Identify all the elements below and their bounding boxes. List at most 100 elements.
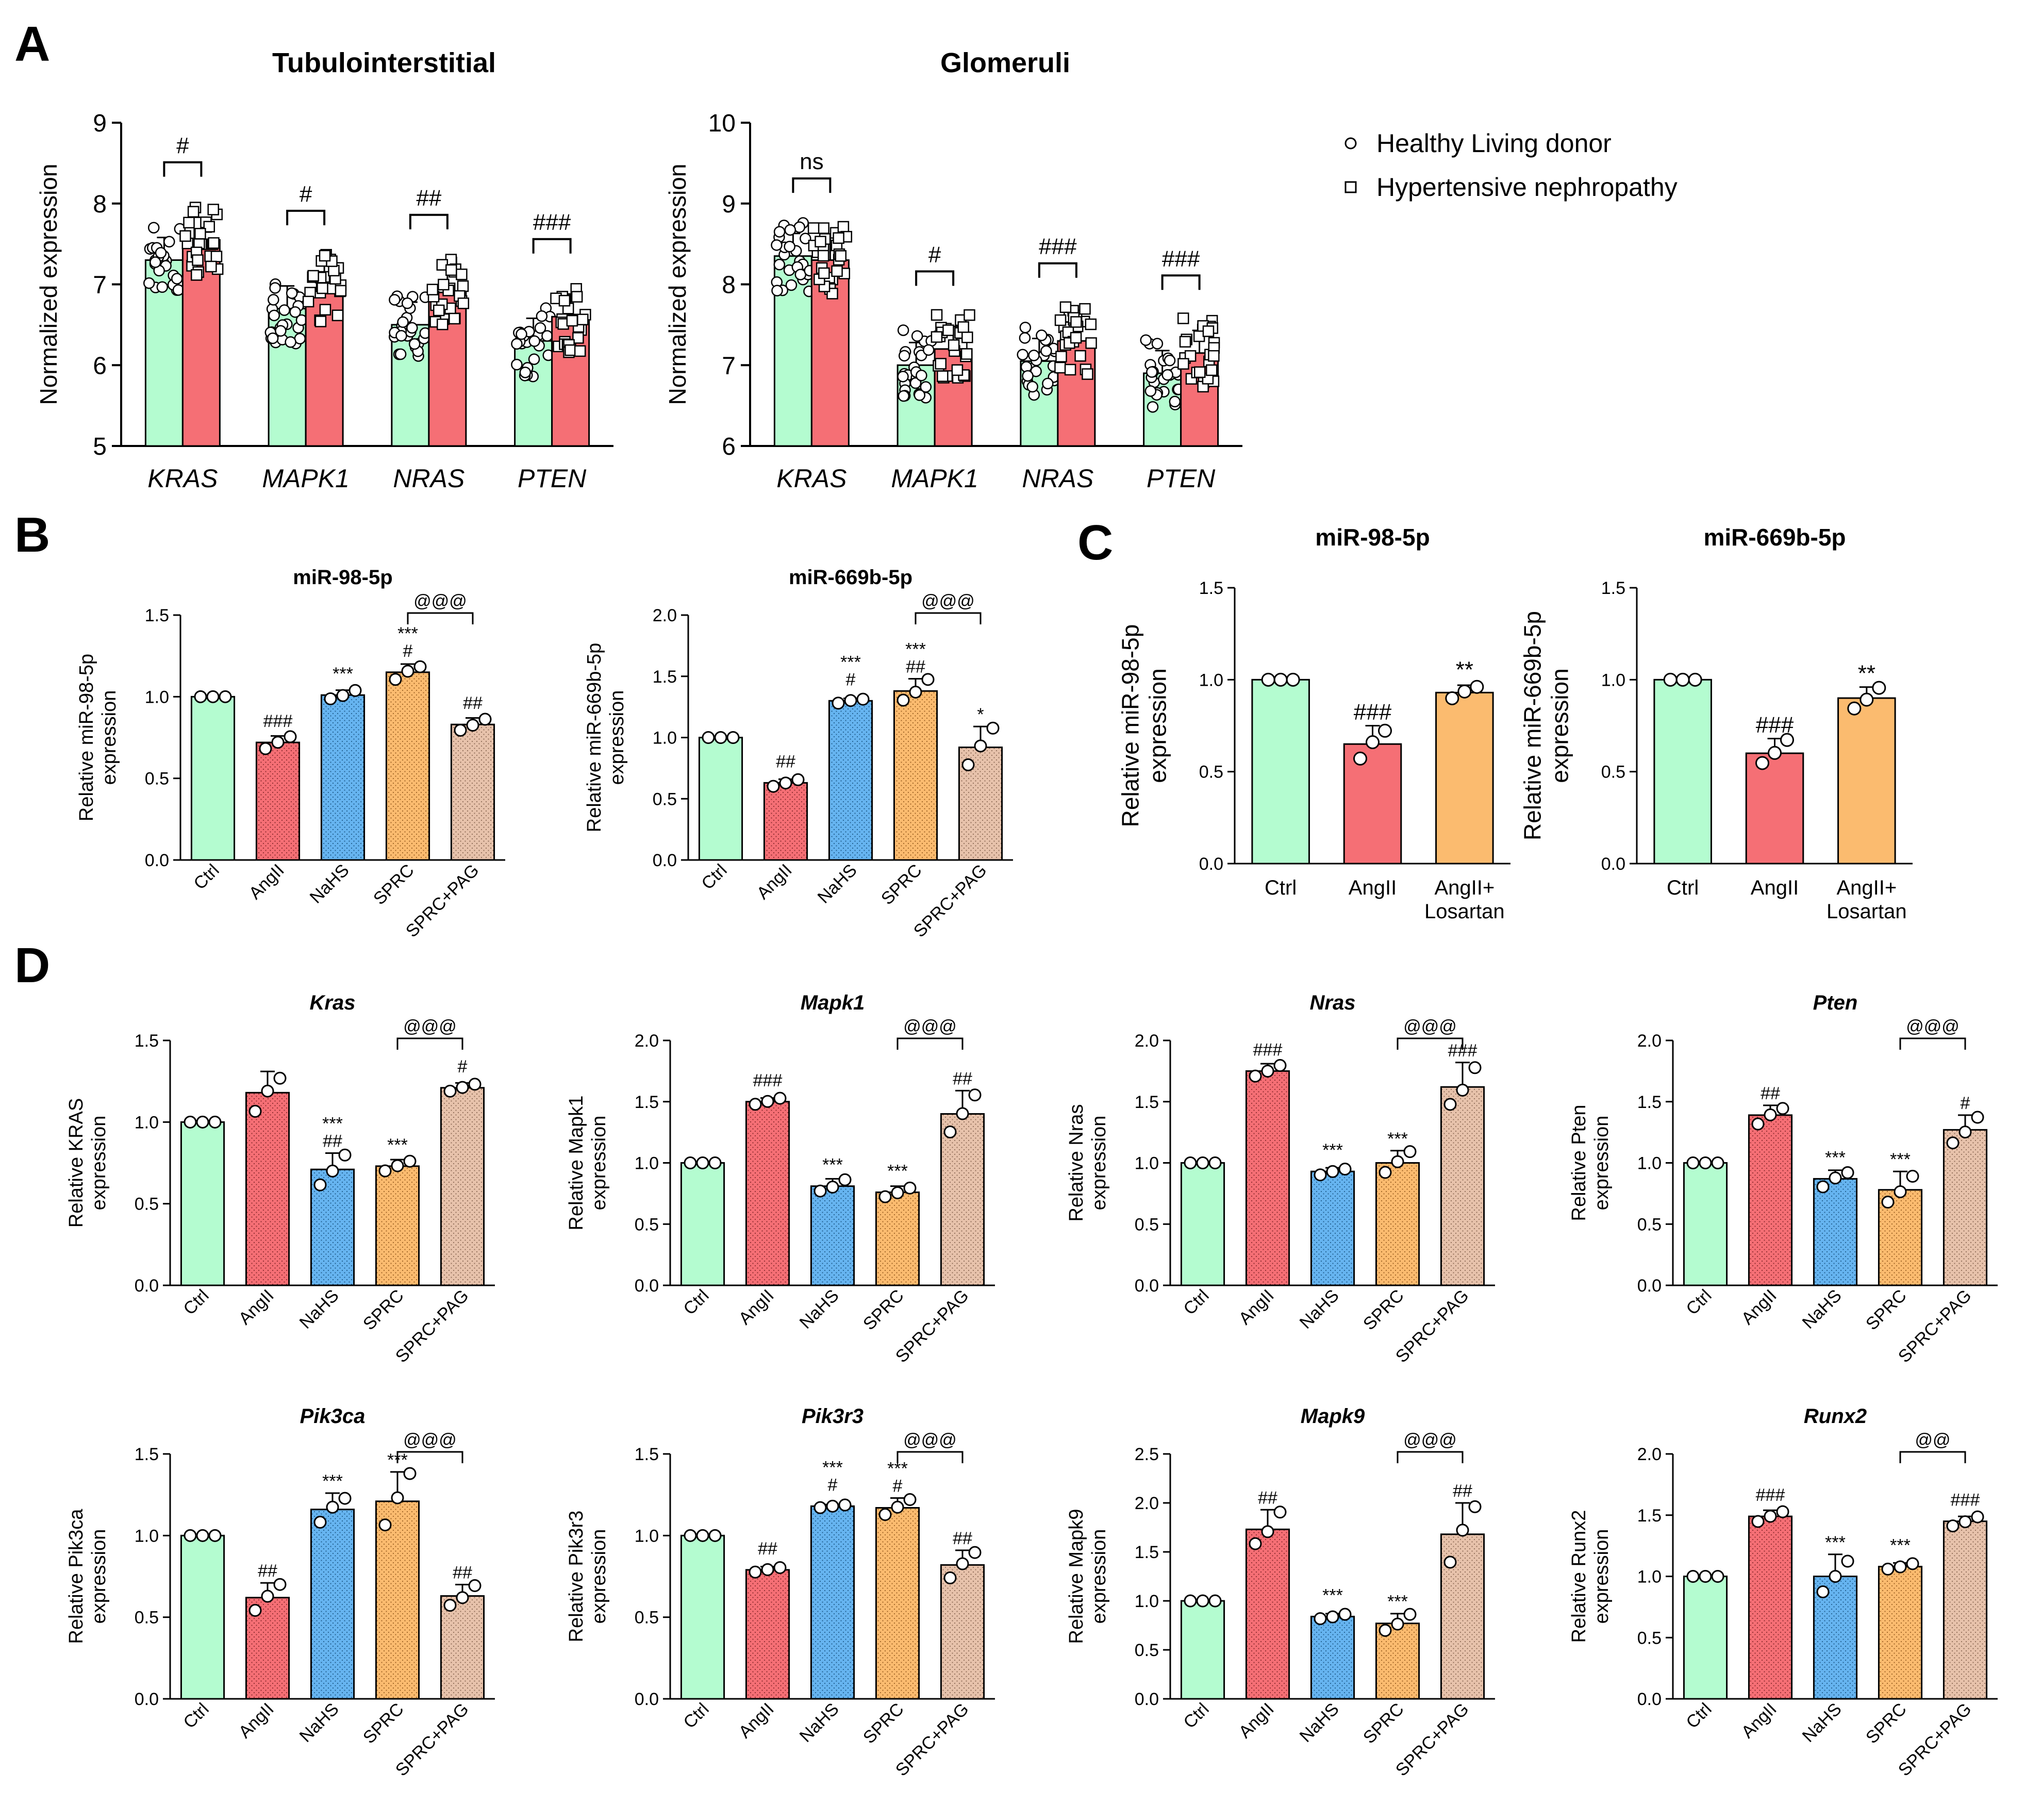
data-point-healthy [511, 358, 523, 371]
data-point-hypertensive [572, 332, 584, 344]
x-category-label-group: SPRC [1359, 1699, 1408, 1748]
x-category-label-group: AngII [735, 1286, 778, 1329]
x-category-label: Ctrl [190, 861, 223, 894]
panel-label-C: C [1077, 515, 1113, 570]
y-tick-label: 0.0 [653, 851, 677, 870]
x-category-label-group: Ctrl [179, 1286, 212, 1319]
data-point-hypertensive [1205, 364, 1218, 376]
x-category-label-group: NaHS [814, 861, 861, 907]
replicate-point [378, 1518, 392, 1532]
comparison-bracket [915, 612, 982, 624]
significance-label: *** [1825, 1148, 1846, 1167]
significance-label: ### [1756, 712, 1794, 737]
replicate-point [1847, 701, 1862, 716]
comparison-bracket [1899, 1451, 1966, 1463]
replicate-point [403, 1467, 417, 1480]
y-axis-label: Relative Runx2 expression [1568, 1510, 1613, 1643]
bar-nahs [810, 1505, 855, 1700]
data-point-hypertensive [210, 251, 223, 262]
chart-title: Runx2 [1804, 1405, 1867, 1428]
data-point-healthy [785, 279, 798, 291]
data-point-hypertensive [566, 315, 578, 327]
x-category-label-group: AngII [753, 861, 796, 903]
data-point-healthy [898, 350, 910, 362]
y-tick-label: 8 [93, 191, 107, 218]
replicate-point [248, 1603, 262, 1617]
data-point-healthy [1146, 366, 1158, 378]
data-point-hypertensive [1074, 350, 1086, 362]
replicate-point [761, 1563, 774, 1576]
significance-label: *** [387, 1135, 408, 1155]
replicate-point [413, 660, 427, 673]
data-point-hypertensive [960, 348, 973, 360]
data-point-healthy [1161, 369, 1173, 381]
chart-D3: Nras 0.0 0.5 1.0 1.5 2.0 Relative Nras expressi… [1066, 991, 1495, 1366]
bar-ctrl [1180, 1600, 1225, 1700]
y-axis-label: Relative Pik3ca expression [65, 1509, 110, 1644]
y-axis-label: Relative Mapk1 expression [566, 1096, 610, 1231]
replicate-point [1829, 1569, 1842, 1583]
bar-sprc-pag [440, 1595, 485, 1700]
significance-label: ### [263, 712, 293, 731]
replicate-point [903, 1493, 917, 1507]
comparison-bracket [897, 1037, 964, 1050]
y-axis-label-line: expression [88, 1529, 110, 1624]
chart-C2: miR-669b-5p 0.0 0.5 1.0 1.5 Relative miR-669b… [1519, 524, 1913, 923]
y-tick-label: 1.0 [135, 1113, 159, 1132]
data-point-hypertensive [835, 250, 847, 262]
significance-label: ## [453, 1563, 472, 1582]
replicate-point [1816, 1180, 1830, 1194]
y-tick-label: 0.5 [653, 789, 677, 809]
replicate-point [1338, 1608, 1352, 1621]
significance-label: *** [1322, 1140, 1343, 1160]
replicate-point [1391, 1617, 1404, 1631]
significance-label: *** [1322, 1585, 1343, 1605]
replicate-point [826, 1499, 839, 1513]
replicate-point [1391, 1155, 1404, 1168]
replicate-point [1208, 1156, 1222, 1169]
bar-nahs [810, 1185, 855, 1286]
x-category-label: AngII+ [1434, 876, 1495, 899]
replicate-point [1468, 1061, 1482, 1074]
bar-ctrl [180, 1534, 225, 1700]
x-category-label: NaHS [796, 1286, 843, 1333]
x-category-label: SPRC [859, 1699, 908, 1748]
y-tick-label: 0.0 [1135, 1276, 1159, 1296]
data-point-hypertensive [942, 324, 954, 336]
replicate-point [708, 1529, 722, 1542]
replicate-point [1699, 1570, 1712, 1583]
y-tick-label: 1.0 [1601, 670, 1625, 690]
y-axis-label: Normalized expression [35, 164, 62, 405]
y-axis-label: Normalized expression [664, 164, 691, 405]
data-point-healthy [171, 273, 183, 285]
legend: Healthy Living donor Hypertensive nephrop… [1344, 129, 1678, 202]
bar-angii [1745, 752, 1804, 865]
comparison-label: @@@ [903, 1017, 957, 1036]
data-point-healthy [1144, 385, 1157, 397]
x-category-label: AngII [245, 861, 288, 903]
replicate-point [1273, 672, 1288, 687]
data-point-healthy [773, 258, 786, 271]
replicate-point [1946, 1136, 1960, 1150]
data-point-healthy [268, 294, 279, 306]
y-tick-label: 5 [93, 433, 107, 460]
x-category-label-group: SPRC [359, 1286, 408, 1334]
data-point-hypertensive [331, 309, 344, 321]
replicate-point [956, 1107, 969, 1120]
bar-angii [1245, 1528, 1290, 1700]
replicate-point [184, 1115, 197, 1129]
y-axis-label-line: Relative miR-669b-5p [584, 643, 605, 833]
significance-label: ## [258, 1561, 277, 1581]
y-tick-label: 0.0 [635, 1690, 659, 1709]
bar-angii [763, 782, 808, 861]
x-category-label: KRAS [147, 464, 218, 493]
significance-label: ## [776, 752, 795, 771]
x-category-label: AngII [1235, 1699, 1278, 1742]
data-point-healthy [269, 282, 281, 294]
replicate-point [1686, 1570, 1700, 1583]
significance-label: ## [463, 693, 483, 713]
significance-label: ### [1253, 1040, 1283, 1060]
data-point-hypertensive [194, 227, 206, 240]
x-category-label: Ctrl [679, 1286, 712, 1319]
replicate-point [1816, 1585, 1830, 1598]
